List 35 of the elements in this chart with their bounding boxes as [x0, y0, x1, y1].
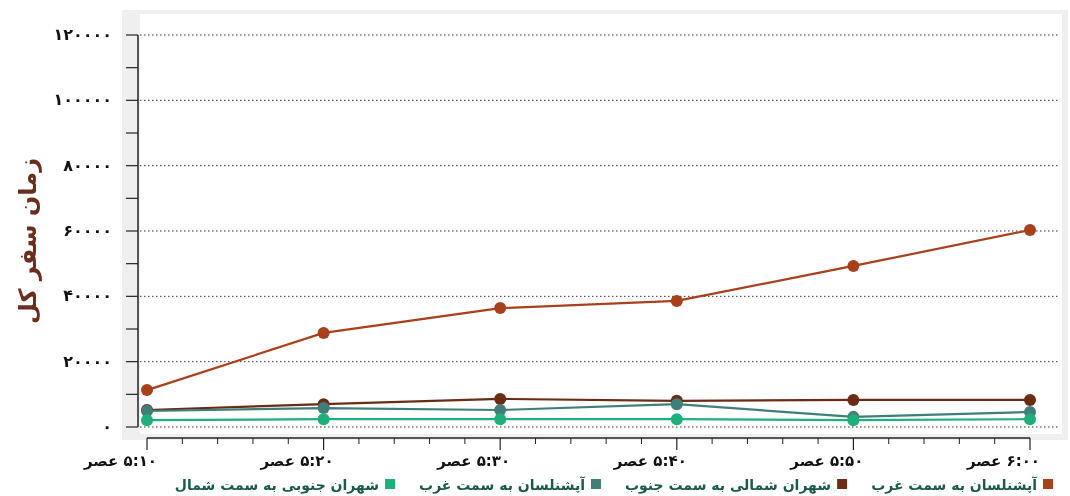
y-tick-label: ۴۰۰۰۰: [63, 286, 112, 306]
point: [494, 413, 507, 426]
point: [1024, 413, 1036, 426]
legend-label: شهران جنوبی به سمت شمال: [174, 477, 380, 494]
y-tick-label: ۸۰۰۰۰: [63, 155, 112, 175]
point: [317, 402, 330, 415]
x-tick-label: ۵:۵۰ عصر: [789, 452, 864, 470]
y-tick-label: ۶۰۰۰۰: [63, 221, 112, 240]
point: [670, 398, 683, 411]
point: [1024, 224, 1036, 237]
point: [141, 414, 153, 427]
y-tick-label: ۱۰۰۰۰۰: [53, 90, 112, 110]
y-tick-label: ۰: [102, 417, 112, 436]
point: [494, 392, 507, 405]
point: [317, 413, 330, 426]
x-tick-label: ۵:۴۰ عصر: [612, 452, 687, 470]
legend-label: آپشنلسان به سمت غرب: [871, 476, 1039, 494]
point: [670, 413, 683, 426]
point: [1024, 393, 1036, 406]
point: [847, 414, 860, 427]
y-tick-label: ۲۰۰۰۰: [63, 351, 112, 371]
legend-label: شهران شمالی به سمت جنوب: [624, 477, 832, 494]
x-tick-label: ۵:۲۰ عصر: [259, 452, 334, 470]
y-axis-title: زمان سفر کل: [14, 157, 42, 325]
point: [494, 302, 507, 315]
x-tick-label: ۵:۱۰ عصر: [82, 452, 157, 470]
point: [847, 393, 860, 406]
point: [670, 294, 683, 307]
legend-label: آپشنلسان به سمت غرب: [419, 476, 587, 494]
x-tick-label: ۵:۳۰ عصر: [436, 452, 511, 470]
x-tick-label: ۶:۰۰ عصر: [965, 452, 1040, 470]
y-tick-label: ۱۲۰۰۰۰: [53, 25, 112, 44]
point: [847, 259, 860, 272]
point: [317, 326, 330, 339]
point: [141, 384, 153, 397]
